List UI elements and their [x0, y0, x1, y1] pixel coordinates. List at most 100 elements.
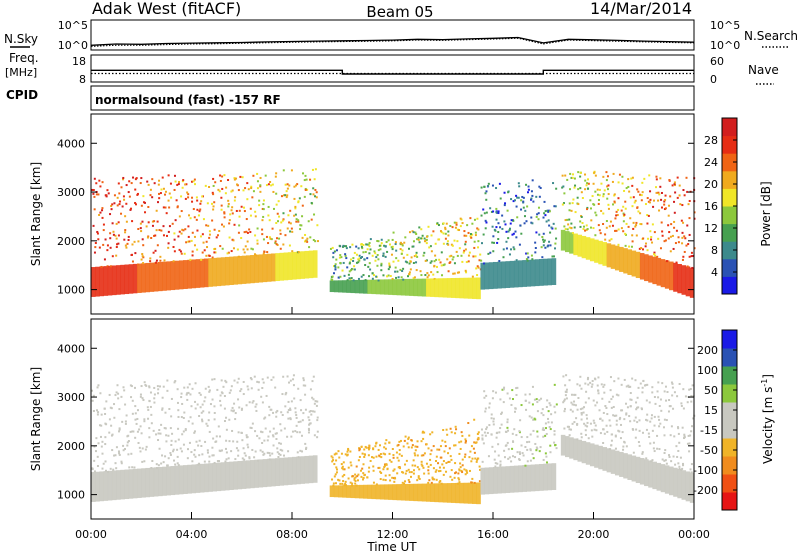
- velocity-cell: [218, 449, 221, 452]
- velocity-cell: [499, 464, 502, 467]
- power-cell: [107, 192, 110, 195]
- power-cell: [272, 207, 275, 210]
- power-cell: [564, 219, 567, 222]
- velocity-cell: [209, 403, 212, 406]
- power-cell: [455, 250, 458, 253]
- velocity-cell: [130, 385, 133, 388]
- velocity-cell: [313, 402, 316, 405]
- power-cell: [274, 240, 277, 243]
- velocity-cell: [429, 463, 432, 466]
- velocity-cell: [550, 413, 553, 416]
- power-cell: [617, 181, 620, 184]
- velocity-cell: [398, 440, 401, 443]
- velocity-cell: [427, 469, 430, 472]
- velocity-cell: [180, 392, 183, 395]
- velocity-cell: [330, 455, 333, 458]
- power-cell: [658, 209, 661, 212]
- velocity-cell: [295, 414, 298, 417]
- power-cell: [223, 212, 226, 215]
- power-cell: [480, 214, 483, 217]
- power-cell: [271, 183, 274, 186]
- velocity-cell: [393, 468, 396, 471]
- power-cell: [109, 213, 112, 216]
- velocity-cell: [245, 460, 251, 489]
- power-cell: [635, 234, 638, 237]
- power-cell: [577, 171, 580, 174]
- velocity-cell: [355, 484, 358, 487]
- power-cell: [270, 238, 273, 241]
- velocity-cell: [431, 478, 434, 481]
- power-cell: [536, 213, 539, 216]
- power-cell: [266, 251, 269, 254]
- velocity-cell: [413, 452, 416, 455]
- power-cell: [278, 215, 281, 218]
- power-cell: [284, 194, 287, 197]
- power-cell: [212, 177, 215, 180]
- power-cell: [334, 268, 337, 271]
- power-cell: [526, 252, 529, 255]
- power-cell: [228, 236, 231, 239]
- power-cell: [606, 185, 609, 188]
- power-cell: [304, 240, 307, 243]
- power-cell: [517, 196, 520, 199]
- cpid-frame: [90, 85, 695, 111]
- velocity-cell: [492, 423, 495, 426]
- power-colorbar-segment: [722, 188, 737, 207]
- power-cell: [576, 196, 579, 199]
- power-cell: [204, 184, 207, 187]
- velocity-cell: [208, 389, 211, 392]
- velocity-cell: [110, 424, 113, 427]
- velocity-cell: [599, 417, 602, 420]
- velocity-cell: [307, 431, 310, 434]
- velocity-cell: [197, 444, 200, 447]
- power-cell: [93, 251, 96, 254]
- power-cell: [115, 246, 118, 249]
- velocity-cell: [397, 443, 400, 446]
- power-cell: [348, 262, 351, 265]
- power-cell: [175, 199, 178, 202]
- velocity-cell: [272, 435, 275, 438]
- power-cell: [478, 259, 481, 262]
- power-cell: [674, 242, 677, 245]
- power-cell: [433, 264, 436, 267]
- power-cell: [673, 200, 676, 203]
- power-cell: [651, 223, 654, 226]
- velocity-cell: [529, 459, 532, 462]
- power-cell: [563, 225, 566, 228]
- power-cell: [440, 251, 443, 254]
- velocity-cell: [571, 410, 574, 413]
- velocity-cell: [247, 388, 250, 391]
- velocity-cell: [357, 459, 360, 462]
- velocity-cell: [216, 462, 222, 492]
- velocity-cell: [261, 450, 264, 453]
- velocity-cell: [179, 447, 182, 450]
- velocity-colorbar-tick-label: 100: [697, 364, 718, 377]
- power-cell: [360, 245, 363, 248]
- power-cell: [155, 261, 158, 264]
- power-cell: [413, 278, 419, 297]
- power-cell: [504, 223, 507, 226]
- power-cell: [180, 210, 183, 213]
- velocity-cell: [148, 427, 151, 430]
- power-cell: [127, 191, 130, 194]
- power-cell: [159, 259, 162, 262]
- power-cell: [516, 196, 519, 199]
- power-cell: [618, 173, 621, 176]
- power-cell: [189, 258, 192, 261]
- velocity-cell: [506, 426, 509, 429]
- velocity-cell: [465, 470, 468, 473]
- velocity-cell: [653, 424, 656, 427]
- velocity-cell: [524, 445, 527, 448]
- power-cell: [534, 251, 537, 254]
- velocity-cell: [518, 451, 521, 454]
- power-cell: [267, 205, 270, 208]
- velocity-cell: [460, 431, 463, 434]
- velocity-colorbar-segment: [722, 474, 737, 493]
- power-cell: [99, 266, 104, 297]
- velocity-cell: [270, 378, 273, 381]
- power-cell: [112, 233, 115, 236]
- power-cell: [472, 277, 477, 299]
- power-cell: [195, 218, 198, 221]
- velocity-cell: [312, 398, 315, 401]
